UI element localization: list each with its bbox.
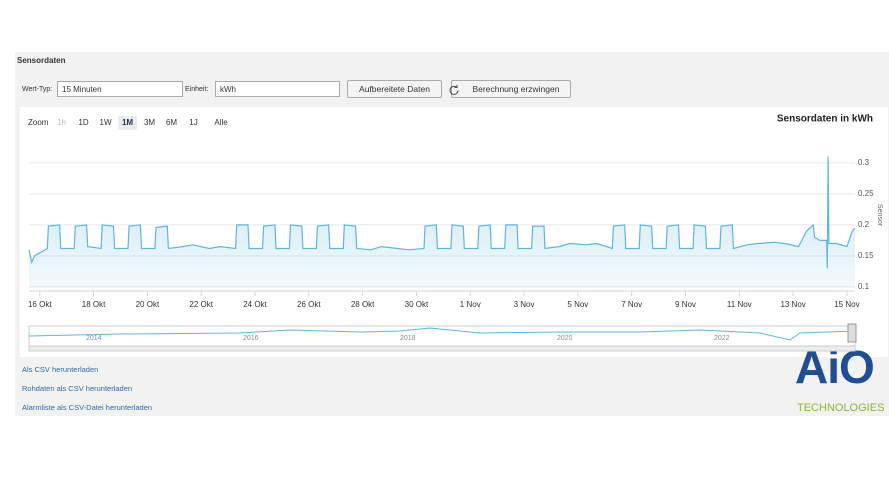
label: Wert-Typ: [22,86,53,93]
x-tick-label: 22 Okt [189,300,213,309]
y-tick-label: 0.3 [858,158,870,167]
link[interactable]: Als CSV herunterladen [22,365,99,374]
zoom-button[interactable]: 1h [57,118,66,127]
logo-tagline: TECHNOLOGIES [797,402,885,414]
zoom-button[interactable]: 3M [144,118,155,127]
navigator-label: 2022 [714,335,730,342]
zoom-button[interactable]: Alle [214,118,228,127]
zoom-button[interactable]: 1W [100,118,112,127]
x-tick-label: 9 Nov [675,300,696,309]
x-tick-label: 1 Nov [460,300,481,309]
x-tick-label: 24 Okt [243,300,267,309]
section-title: Sensordaten [17,56,66,65]
button[interactable]: Berechnung erzwingen [451,80,571,98]
zoom-button[interactable]: 1D [78,118,88,127]
y-axis-label: Sensor [876,204,883,227]
scrollbar[interactable] [28,345,856,352]
x-tick-label: 16 Okt [28,300,52,309]
navigator-label: 2014 [86,335,102,342]
select-wert-typ[interactable]: 15 Minuten [57,81,183,97]
navigator-handle[interactable] [847,323,857,343]
area [29,156,855,287]
x-tick-label: 11 Nov [727,300,752,309]
link[interactable]: Rohdaten als CSV herunterladen [22,384,133,393]
x-tick-label: 20 Okt [136,300,160,309]
zoom-button[interactable]: 6M [166,118,177,127]
link[interactable]: Alarmliste als CSV-Datei herunterladen [22,403,153,412]
y-tick-label: 0.25 [858,189,874,198]
zoom-button[interactable]: 1J [189,118,197,127]
refresh-icon [449,85,459,95]
zoom-button[interactable]: 1M [122,118,133,127]
navigator-label: 2018 [400,335,416,342]
zoom-label: Zoom [28,118,49,127]
x-tick-label: 30 Okt [405,300,429,309]
x-tick-label: 26 Okt [297,300,321,309]
button[interactable]: Aufbereitete Daten [347,80,442,98]
x-tick-label: 7 Nov [621,300,642,309]
y-tick-label: 0.1 [858,282,870,291]
x-tick-label: 15 Nov [834,300,859,309]
x-tick-label: 13 Nov [780,300,805,309]
navigator-line [28,327,856,341]
label: Einheit: [185,86,209,93]
x-tick-label: 3 Nov [514,300,535,309]
y-tick-label: 0.15 [858,251,874,260]
x-tick-label: 18 Okt [82,300,106,309]
navigator-label: 2020 [557,335,573,342]
select-einheit[interactable]: kWh [215,81,340,97]
navigator-label: 2016 [243,335,259,342]
chart-title: Sensordaten in kWh [777,114,873,125]
line [28,156,856,269]
y-tick-label: 0.2 [858,220,870,229]
x-tick-label: 5 Nov [567,300,588,309]
zoom-active [118,116,137,130]
x-tick-label: 28 Okt [351,300,375,309]
